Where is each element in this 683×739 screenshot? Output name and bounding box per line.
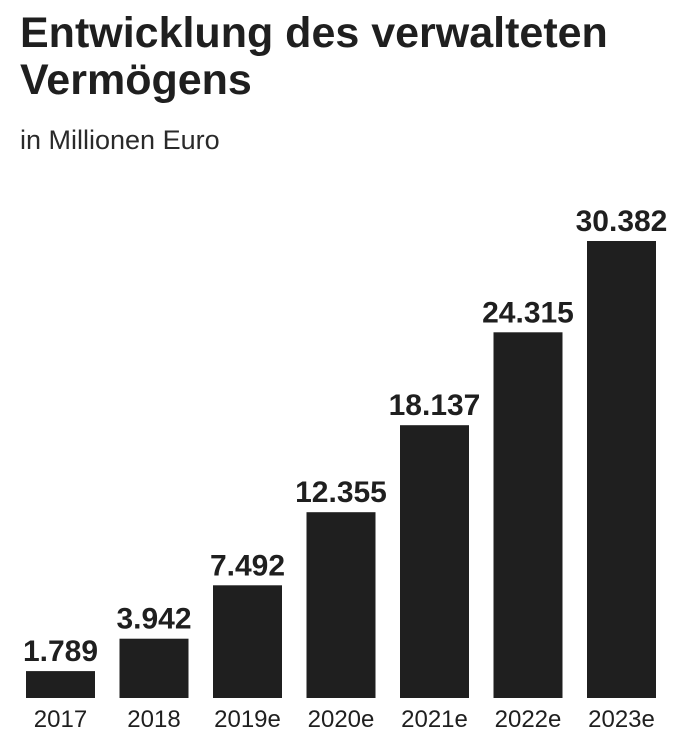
category-labels-group: 2017 2018 2019e 2020e 2021e 2022e 2023e [34, 706, 655, 733]
bar-2021e [400, 425, 469, 698]
value-label-2019e: 7.492 [210, 549, 285, 582]
category-label-2022e: 2022e [495, 706, 562, 733]
bar-2017 [26, 671, 95, 698]
value-label-2023e: 30.382 [576, 205, 668, 238]
category-label-2020e: 2020e [308, 706, 375, 733]
value-label-2018: 3.942 [116, 603, 191, 636]
chart-title: Entwicklung des verwalteten Vermögens [20, 9, 608, 104]
value-label-2021e: 18.137 [389, 389, 481, 422]
bars-group [26, 241, 656, 698]
bar-2022e [493, 332, 563, 698]
category-label-2021e: 2021e [401, 706, 468, 733]
bar-2023e [587, 241, 656, 698]
value-label-2017: 1.789 [23, 635, 98, 668]
value-label-2020e: 12.355 [295, 476, 387, 509]
bar-2019e [213, 585, 282, 698]
bar-2020e [306, 512, 376, 698]
category-label-2018: 2018 [127, 706, 180, 733]
category-label-2023e: 2023e [588, 706, 655, 733]
value-label-2022e: 24.315 [482, 296, 574, 329]
value-labels-group: 1.789 3.942 7.492 12.355 18.137 24.315 30.382 [23, 205, 667, 668]
category-label-2019e: 2019e [214, 706, 281, 733]
chart-subtitle: in Millionen Euro [20, 125, 220, 155]
category-label-2017: 2017 [34, 706, 87, 733]
bar-2018 [119, 638, 189, 698]
